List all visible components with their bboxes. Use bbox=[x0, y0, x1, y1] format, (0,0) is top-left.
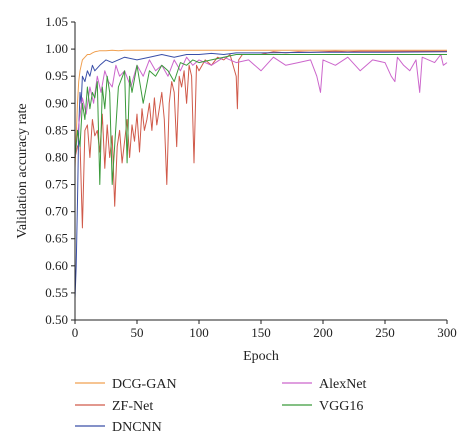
series-line-dcg-gan bbox=[74, 49, 447, 169]
series-line-zf-net bbox=[74, 50, 447, 229]
x-tick-label: 300 bbox=[437, 325, 457, 340]
legend: DCG-GAN ZF-Net DNCNN AlexNet VGG16 bbox=[75, 377, 367, 435]
y-tick-label: 0.90 bbox=[45, 95, 68, 110]
x-axis-label: Epoch bbox=[243, 349, 279, 364]
series-line-vgg16 bbox=[74, 54, 447, 185]
y-tick-label: 0.95 bbox=[45, 68, 68, 83]
y-tick-label: 0.80 bbox=[45, 149, 68, 164]
series-line-dncnn bbox=[74, 51, 448, 299]
legend-label-alexnet: AlexNet bbox=[319, 377, 367, 392]
legend-label-zf-net: ZF-Net bbox=[112, 399, 153, 414]
y-tick-label: 0.50 bbox=[45, 312, 68, 327]
y-tick-label: 0.85 bbox=[45, 122, 68, 137]
y-tick-label: 1.05 bbox=[45, 14, 68, 29]
x-tick-label: 100 bbox=[189, 325, 209, 340]
y-tick-label: 0.55 bbox=[45, 285, 68, 300]
x-tick-label: 50 bbox=[131, 325, 144, 340]
axes bbox=[74, 22, 447, 321]
y-tick-label: 1.00 bbox=[45, 41, 68, 56]
y-ticks: 0.50 0.55 0.60 0.65 0.70 0.75 0.80 0.85 0.90 0.95… bbox=[45, 14, 75, 327]
x-ticks: 0 50 100 150 200 250 300 bbox=[72, 320, 457, 340]
y-tick-label: 0.75 bbox=[45, 177, 68, 192]
legend-label-vgg16: VGG16 bbox=[319, 399, 363, 414]
y-tick-label: 0.60 bbox=[45, 258, 68, 273]
plot-lines bbox=[74, 49, 448, 299]
y-axis-label: Validation accuracy rate bbox=[15, 103, 30, 238]
y-tick-label: 0.65 bbox=[45, 231, 68, 246]
x-tick-label: 0 bbox=[72, 325, 79, 340]
x-tick-label: 150 bbox=[251, 325, 271, 340]
y-tick-label: 0.70 bbox=[45, 204, 68, 219]
x-tick-label: 200 bbox=[313, 325, 333, 340]
legend-label-dncnn: DNCNN bbox=[112, 420, 162, 435]
x-tick-label: 250 bbox=[375, 325, 395, 340]
legend-label-dcg-gan: DCG-GAN bbox=[112, 377, 177, 392]
